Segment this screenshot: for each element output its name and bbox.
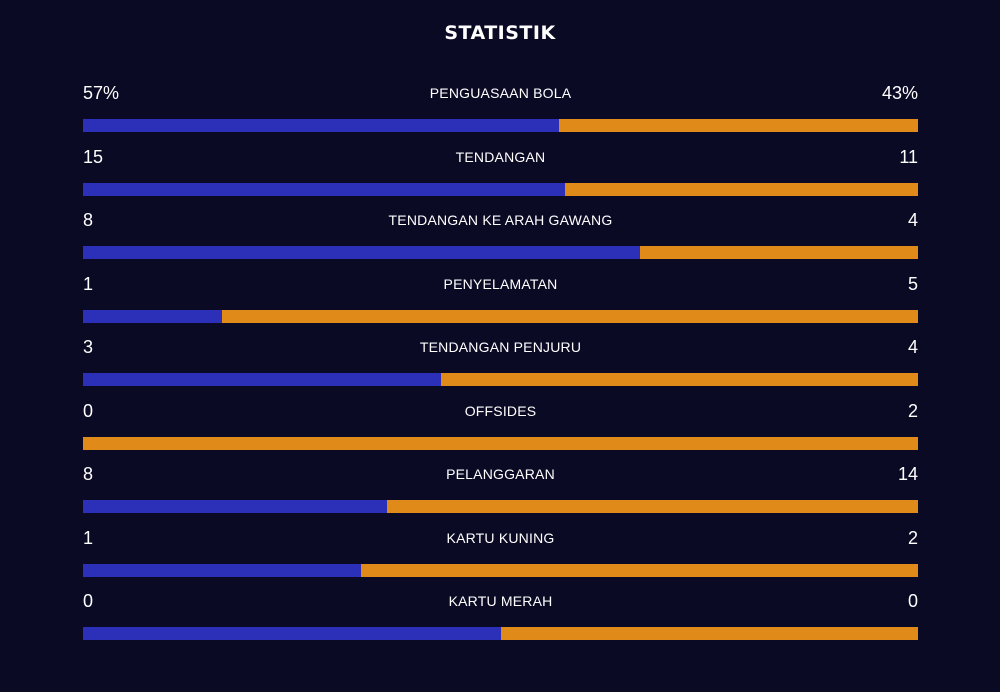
stat-label: TENDANGAN PENJURU	[419, 339, 582, 355]
home-value: 1	[83, 527, 94, 548]
away-bar-segment	[222, 309, 918, 323]
away-bar-segment	[83, 436, 918, 450]
stat-row: 0 OFFSIDES 2	[83, 398, 918, 462]
stat-label: PENGUASAAN BOLA	[429, 85, 572, 101]
stat-label: TENDANGAN	[455, 148, 546, 165]
away-value: 5	[907, 273, 918, 294]
stat-label: KARTU KUNING	[446, 529, 555, 546]
home-bar-segment	[83, 119, 559, 132]
stat-row: 8 PELANGGARAN 14	[83, 461, 918, 525]
home-value: 3	[83, 337, 94, 357]
stat-row: 57% PENGUASAAN BOLA 43%	[83, 80, 918, 144]
stat-row: 1 KARTU KUNING 2	[83, 525, 918, 589]
away-bar-segment	[441, 373, 918, 386]
comparison-bar	[83, 119, 918, 132]
away-value: 0	[907, 591, 918, 611]
stat-row: 0 KARTU MERAH 0	[83, 588, 918, 652]
stat-row: 1 PENYELAMATAN 5	[83, 271, 918, 335]
stats-list: 57% PENGUASAAN BOLA 43% 15 TENDANGAN 11 8 TENDA…	[83, 80, 918, 652]
away-bar-segment	[386, 500, 918, 513]
home-bar-segment	[83, 500, 387, 513]
away-value: 43%	[881, 83, 918, 103]
home-value: 8	[83, 210, 94, 230]
away-value: 14	[897, 464, 918, 484]
stat-label: PELANGGARAN	[446, 466, 555, 482]
away-value: 2	[907, 527, 918, 548]
home-value: 0	[83, 591, 94, 611]
away-value: 11	[899, 146, 918, 167]
home-bar-segment	[83, 627, 501, 640]
away-value: 4	[907, 337, 918, 357]
home-bar-segment	[83, 563, 362, 577]
home-bar-segment	[83, 182, 565, 196]
comparison-bar	[83, 500, 918, 513]
home-value: 57%	[83, 83, 120, 103]
away-bar-segment	[500, 627, 918, 640]
comparison-bar	[83, 627, 918, 640]
away-bar-segment	[361, 563, 918, 577]
stat-label: KARTU MERAH	[448, 593, 553, 609]
home-bar-segment	[83, 246, 640, 259]
home-bar-segment	[83, 309, 223, 323]
home-value: 8	[83, 464, 94, 484]
stat-label: TENDANGAN KE ARAH GAWANG	[388, 212, 613, 228]
comparison-bar	[83, 563, 918, 577]
comparison-bar	[83, 246, 918, 259]
comparison-bar	[83, 373, 918, 386]
comparison-bar	[83, 309, 918, 323]
away-bar-segment	[564, 182, 918, 196]
stat-row: 8 TENDANGAN KE ARAH GAWANG 4	[83, 207, 918, 271]
home-value: 1	[83, 273, 94, 294]
away-bar-segment	[639, 246, 918, 259]
comparison-bar	[83, 436, 918, 450]
stats-title: STATISTIK	[444, 22, 556, 44]
home-value: 0	[83, 400, 94, 421]
away-value: 2	[907, 400, 918, 421]
stat-label: OFFSIDES	[464, 402, 537, 419]
home-value: 15	[83, 146, 104, 167]
stat-row: 15 TENDANGAN 11	[83, 144, 918, 208]
comparison-bar	[83, 182, 918, 196]
home-bar-segment	[83, 373, 442, 386]
stat-label: PENYELAMATAN	[443, 275, 558, 292]
stat-row: 3 TENDANGAN PENJURU 4	[83, 334, 918, 398]
away-value: 4	[907, 210, 918, 230]
away-bar-segment	[558, 119, 918, 132]
